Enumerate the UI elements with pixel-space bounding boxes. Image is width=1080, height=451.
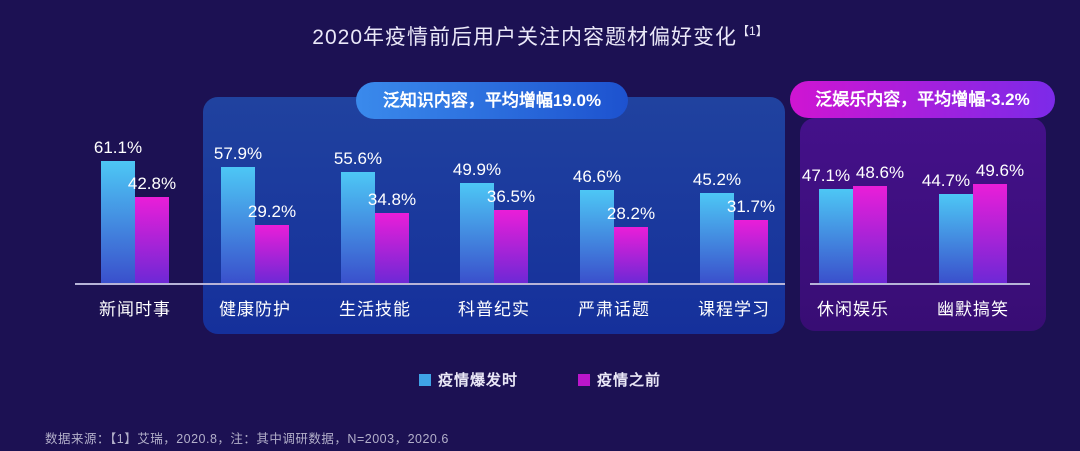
- value-label: 46.6%: [572, 166, 622, 186]
- bar-column: 49.6%: [973, 161, 1024, 283]
- value-label: 28.2%: [606, 203, 656, 223]
- legend-item-during-covid: 疫情爆发时: [418, 369, 518, 390]
- value-label: 49.6%: [975, 160, 1025, 180]
- value-label: 48.6%: [855, 162, 905, 182]
- bar-group: 45.2% 31.7%: [693, 170, 775, 283]
- entertainment-annotation-pill: 泛娱乐内容，平均增幅-3.2%: [790, 81, 1055, 118]
- legend-item-before-covid: 疫情之前: [578, 369, 661, 390]
- bar-during-covid: [460, 183, 494, 283]
- category-label: 新闻时事: [99, 300, 171, 319]
- bar-before-covid: [973, 183, 1007, 283]
- bar-column: 45.2%: [693, 170, 741, 283]
- bar-group: 61.1% 42.8%: [94, 138, 176, 283]
- bar-group: 47.1% 48.6%: [802, 163, 904, 283]
- bar-during-covid: [221, 167, 255, 283]
- bar-column: 29.2%: [248, 202, 296, 283]
- source-note: 数据来源：【1】艾瑞，2020.8，注：其中调研数据，N=2003，2020.6: [45, 432, 449, 446]
- bar-column: 49.9%: [453, 160, 501, 283]
- bar-before-covid: [734, 219, 768, 283]
- value-label: 29.2%: [247, 201, 297, 221]
- bar-during-covid: [939, 193, 973, 283]
- bar-before-covid: [614, 226, 648, 283]
- bar-before-covid: [135, 197, 169, 283]
- bar-during-covid: [819, 188, 853, 283]
- bar-before-covid: [494, 210, 528, 283]
- legend-swatch-pink-icon: [578, 373, 590, 386]
- value-label: 34.8%: [367, 190, 417, 210]
- category-label: 幽默搞笑: [937, 300, 1009, 319]
- category-label: 严肃话题: [578, 300, 650, 319]
- bar-group: 44.7% 49.6%: [922, 161, 1024, 283]
- axis-baseline-left: [75, 283, 785, 285]
- bar-before-covid: [375, 213, 409, 283]
- value-label: 55.6%: [333, 148, 383, 168]
- bar-column: 36.5%: [487, 187, 535, 283]
- bar-group: 55.6% 34.8%: [334, 149, 416, 283]
- chart-title-footnote-ref: 【1】: [737, 24, 768, 38]
- bar-column: 57.9%: [214, 144, 262, 283]
- chart-title: 2020年疫情前后用户关注内容题材偏好变化【1】: [0, 21, 1080, 51]
- category-label: 健康防护: [219, 300, 291, 319]
- legend-label-before-covid: 疫情之前: [597, 372, 662, 389]
- bar-during-covid: [101, 160, 135, 283]
- value-label: 47.1%: [801, 165, 851, 185]
- bar-during-covid: [341, 171, 375, 283]
- bar-column: 31.7%: [727, 197, 775, 283]
- value-label: 42.8%: [127, 174, 177, 194]
- category-label: 生活技能: [339, 300, 411, 319]
- bar-group: 57.9% 29.2%: [214, 144, 296, 283]
- value-label: 57.9%: [213, 144, 263, 164]
- category-label: 休闲娱乐: [817, 300, 889, 319]
- legend-label-during-covid: 疫情爆发时: [437, 372, 518, 389]
- bar-column: 42.8%: [128, 174, 176, 283]
- value-label: 44.7%: [921, 170, 971, 190]
- bar-column: 46.6%: [573, 167, 621, 283]
- bar-column: 47.1%: [802, 166, 853, 283]
- category-label: 科普纪实: [458, 300, 530, 319]
- knowledge-annotation-pill: 泛知识内容，平均增幅19.0%: [356, 82, 628, 119]
- value-label: 31.7%: [726, 196, 776, 216]
- axis-baseline-right: [810, 283, 1030, 285]
- value-label: 45.2%: [692, 169, 742, 189]
- bar-column: 48.6%: [853, 163, 904, 283]
- value-label: 61.1%: [93, 137, 143, 157]
- bar-during-covid: [700, 192, 734, 283]
- value-label: 36.5%: [486, 187, 536, 206]
- bar-during-covid: [580, 189, 614, 283]
- legend-swatch-blue-icon: [418, 373, 431, 386]
- bar-group: 49.9% 36.5%: [453, 160, 535, 283]
- category-label: 课程学习: [698, 300, 770, 319]
- value-label: 49.9%: [452, 160, 502, 180]
- legend: 疫情爆发时 疫情之前: [0, 369, 1080, 390]
- bar-group: 46.6% 28.2%: [573, 167, 655, 283]
- bar-before-covid: [255, 224, 289, 283]
- bar-column: 44.7%: [922, 171, 973, 283]
- bar-column: 34.8%: [368, 190, 416, 283]
- bar-column: 28.2%: [607, 204, 655, 283]
- chart-title-text: 2020年疫情前后用户关注内容题材偏好变化: [312, 26, 738, 49]
- bar-column: 61.1%: [94, 138, 142, 283]
- bar-before-covid: [853, 185, 887, 283]
- bar-column: 55.6%: [334, 149, 382, 283]
